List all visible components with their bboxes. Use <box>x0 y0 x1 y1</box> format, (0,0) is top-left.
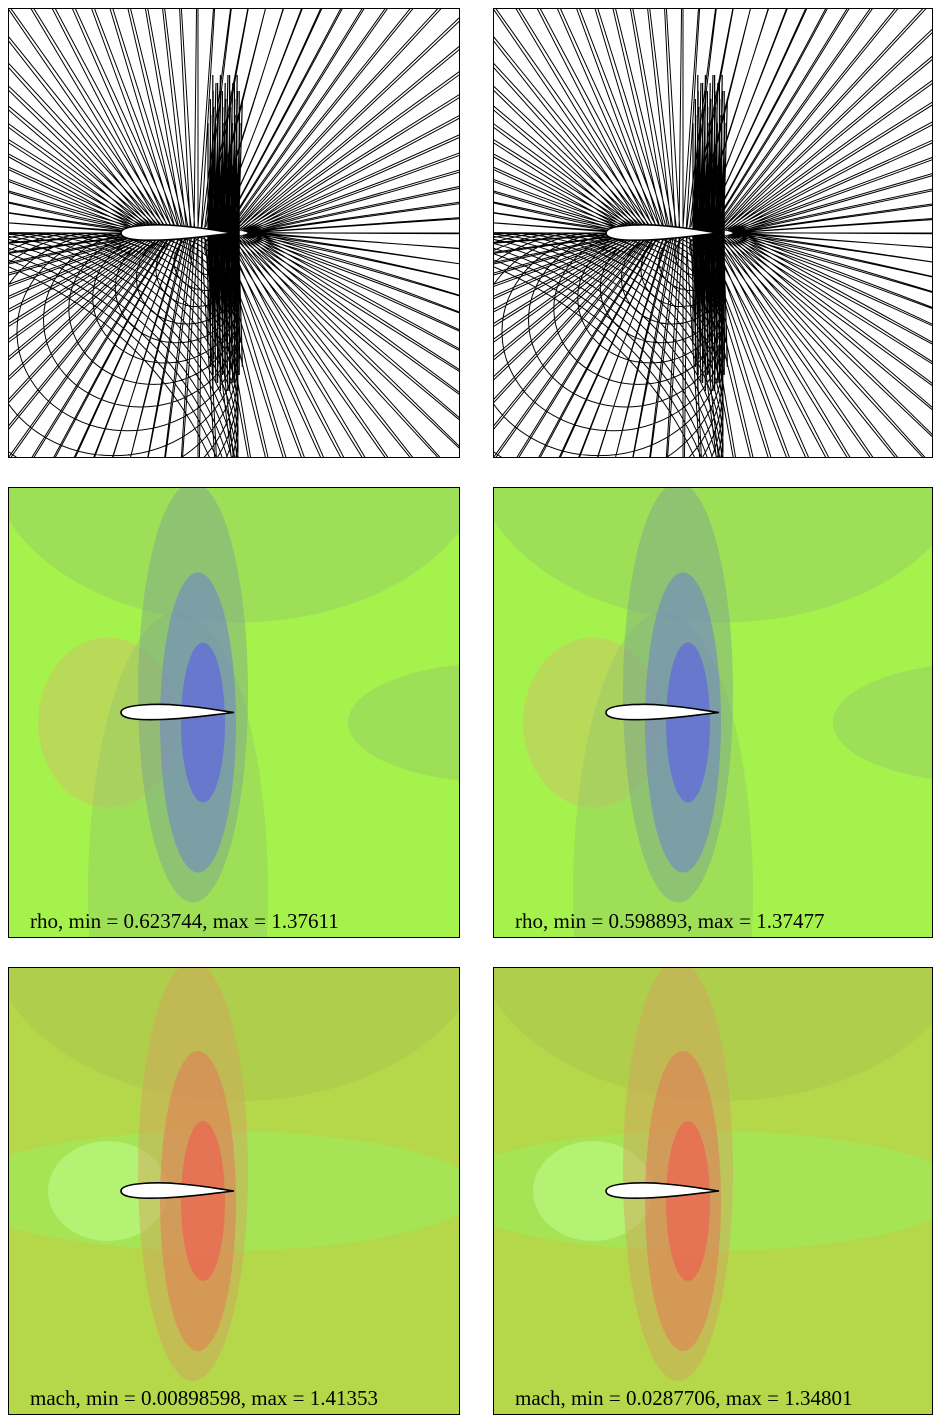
dense-mesh <box>207 232 243 392</box>
dense-mesh <box>692 74 728 234</box>
contour <box>48 1141 168 1241</box>
contour <box>38 637 178 808</box>
plot-label: rho, min = 0.598893, max = 1.37477 <box>515 909 825 933</box>
contour <box>8 967 460 1101</box>
panel-border <box>8 8 460 458</box>
airfoil <box>605 703 720 721</box>
airfoil <box>120 703 235 721</box>
dense-mesh <box>207 74 243 234</box>
dense-mesh <box>692 232 728 392</box>
panel: mach, min = 0.0287706, max = 1.34801 <box>493 967 933 1415</box>
airfoil <box>120 1182 235 1199</box>
contour <box>181 1121 225 1281</box>
airfoil <box>120 224 235 241</box>
panel: mach, min = 0.00898598, max = 1.41353 <box>8 967 460 1415</box>
panel-border <box>8 487 460 938</box>
panel-border <box>493 487 933 938</box>
contour <box>493 967 933 1101</box>
airfoil <box>605 1182 720 1199</box>
contour <box>348 664 460 781</box>
panel <box>8 8 460 458</box>
panel: rho, min = 0.623744, max = 1.37611 <box>8 487 460 938</box>
airfoil <box>605 224 720 241</box>
plot-label: rho, min = 0.623744, max = 1.37611 <box>30 909 339 933</box>
plot-label: mach, min = 0.00898598, max = 1.41353 <box>30 1386 378 1410</box>
contour <box>493 487 933 623</box>
panel: rho, min = 0.598893, max = 1.37477 <box>493 487 933 938</box>
contour <box>181 642 225 803</box>
panel <box>493 8 933 458</box>
contour <box>666 642 710 803</box>
panel-border <box>493 8 933 458</box>
contour <box>8 487 460 623</box>
contour <box>533 1141 653 1241</box>
plot-label: mach, min = 0.0287706, max = 1.34801 <box>515 1386 853 1410</box>
contour <box>523 637 663 808</box>
contour <box>833 665 933 780</box>
contour <box>666 1121 710 1281</box>
